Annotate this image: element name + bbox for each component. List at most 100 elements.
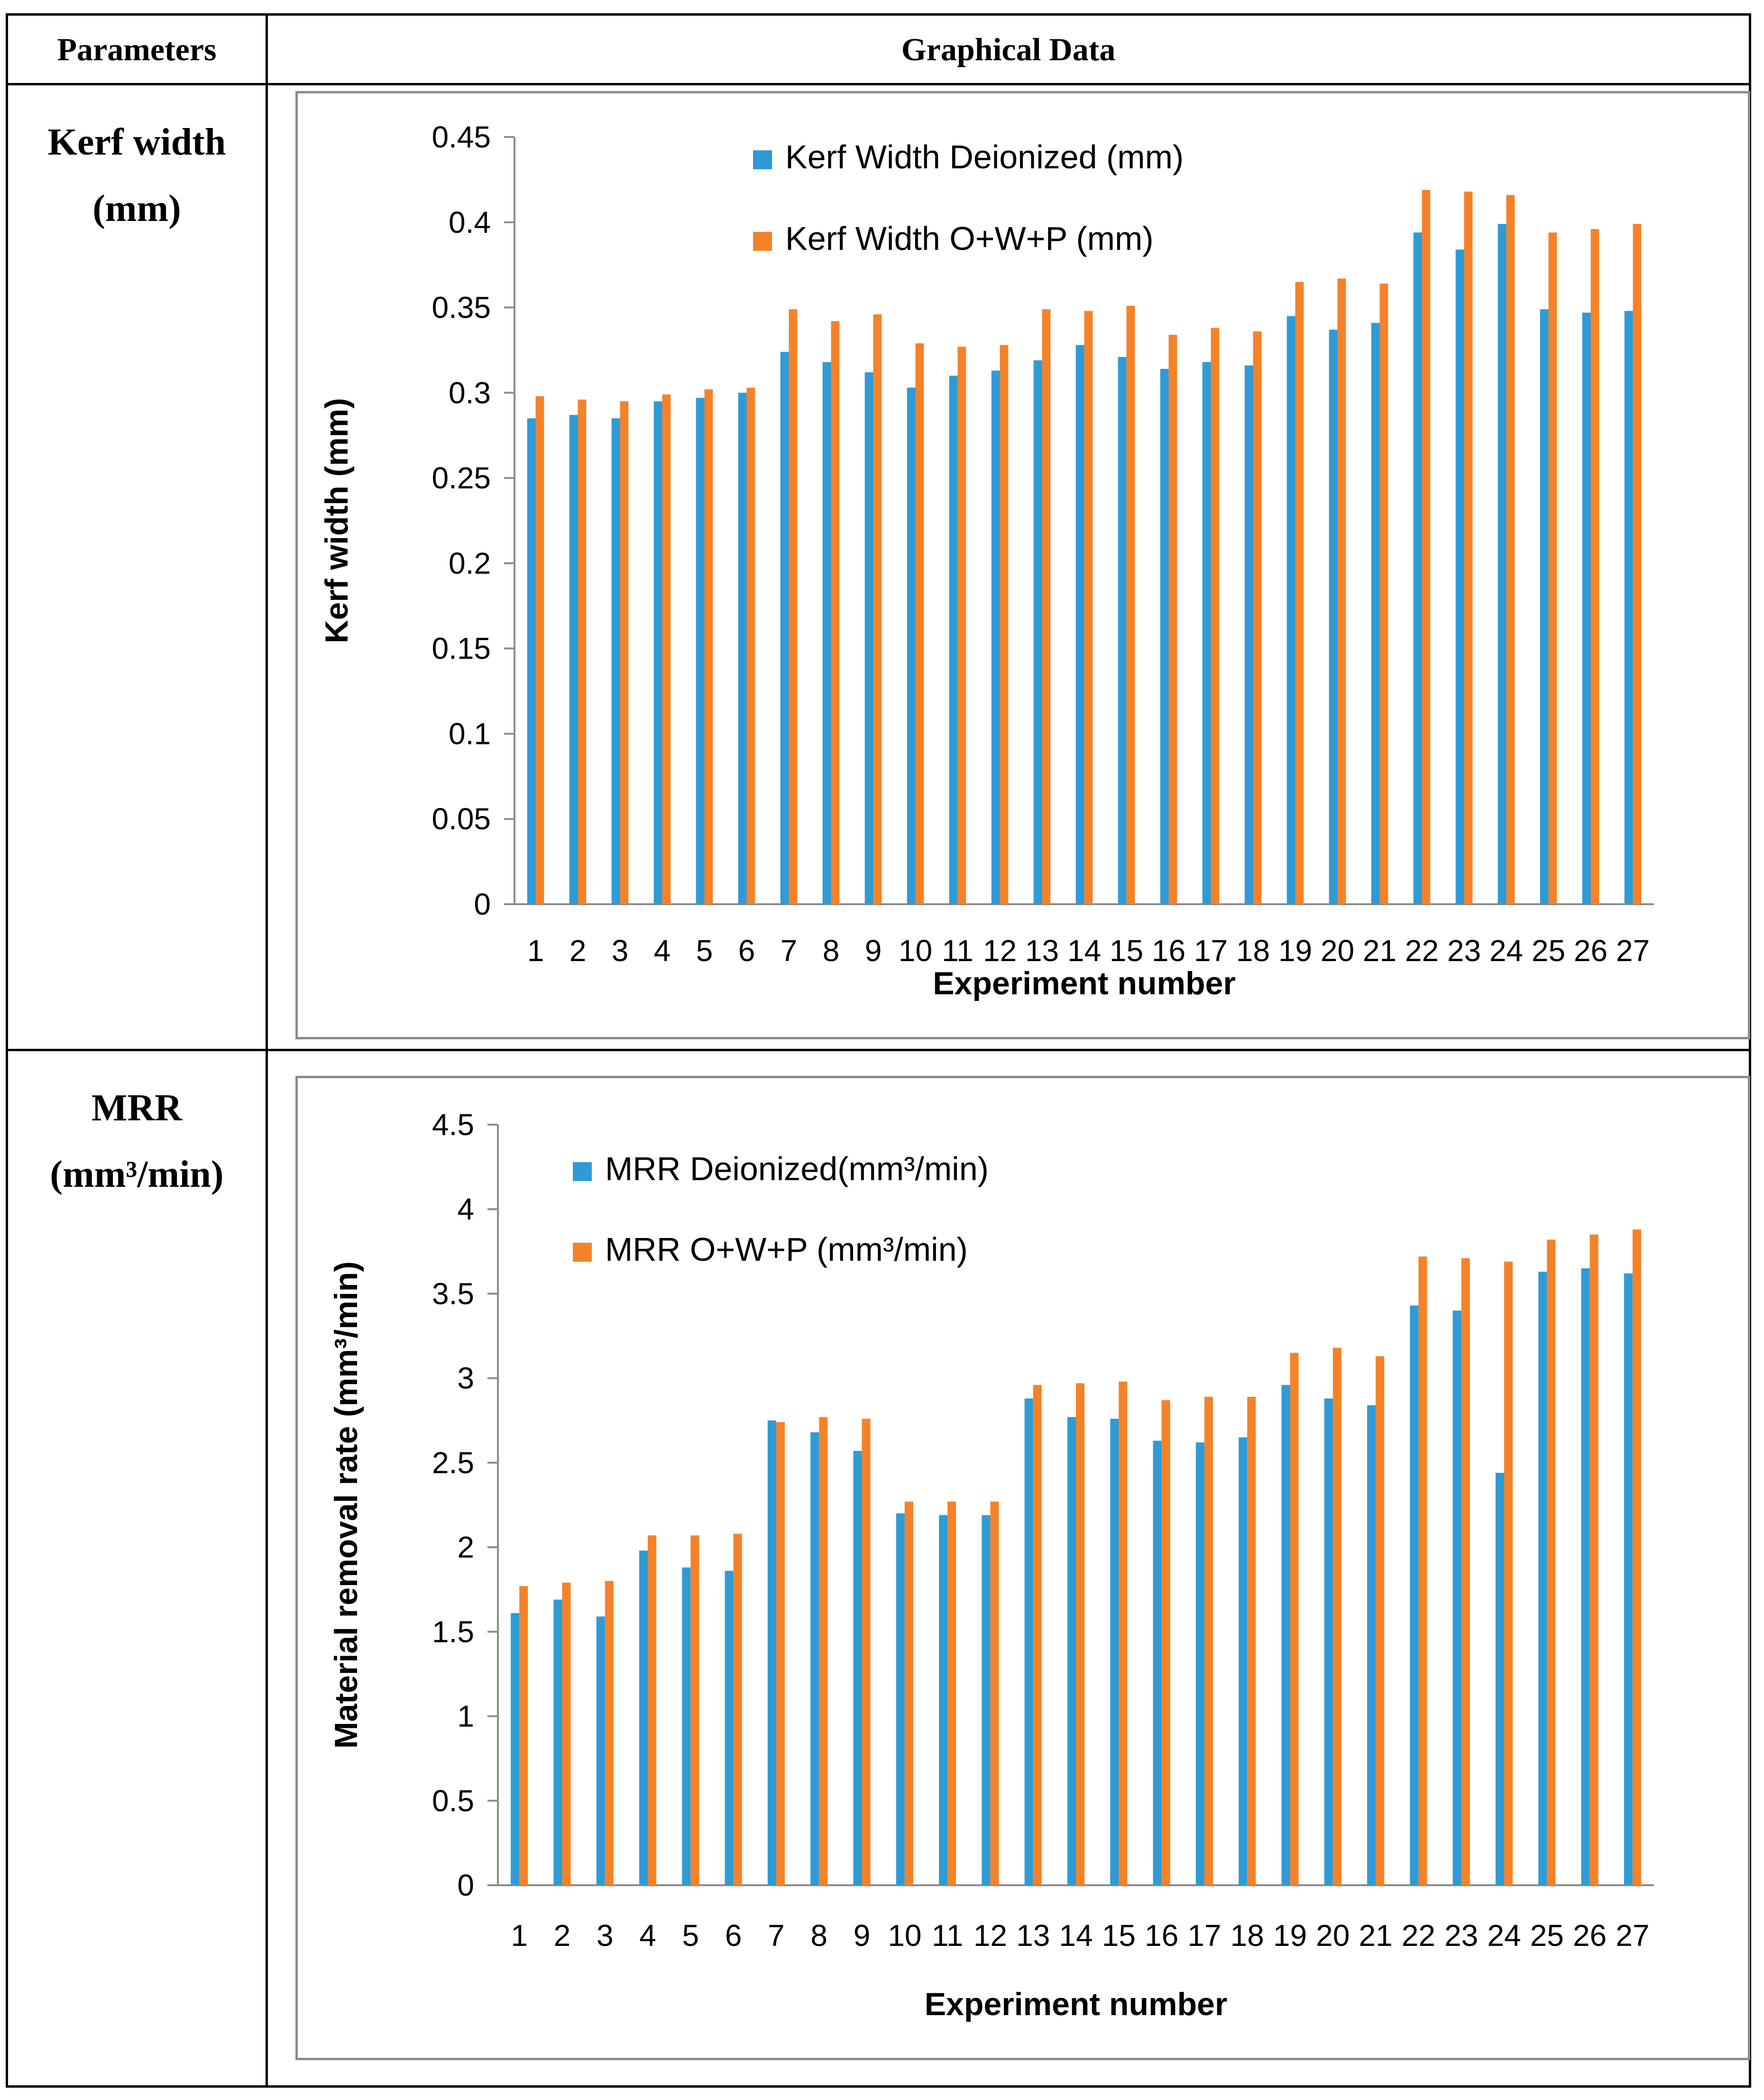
- y-tick-label: 0.15: [432, 632, 491, 666]
- x-tick-label: 12: [983, 934, 1017, 968]
- y-tick-label: 4.5: [432, 1108, 474, 1142]
- bar-owp: [1126, 305, 1135, 904]
- bar-deionized: [982, 1515, 991, 1885]
- bar-deionized: [1329, 330, 1338, 904]
- y-tick-label: 1.5: [432, 1614, 474, 1649]
- y-tick-label: 0.35: [432, 291, 491, 325]
- y-tick-label: 3: [457, 1361, 474, 1395]
- bar-deionized: [1033, 360, 1042, 904]
- x-tick-label: 17: [1187, 1918, 1221, 1953]
- x-tick-label: 24: [1487, 1918, 1521, 1953]
- x-axis-title: Experiment number: [925, 1986, 1228, 2022]
- x-tick-label: 3: [597, 1918, 614, 1953]
- bar-owp: [605, 1581, 614, 1885]
- y-tick-label: 0.45: [432, 120, 491, 154]
- x-tick-label: 19: [1278, 934, 1312, 968]
- table-header-row: Parameters Graphical Data: [6, 13, 1751, 85]
- param-cell-mrr: MRR (mm³/min): [6, 1049, 268, 2088]
- x-tick-label: 11: [932, 1918, 963, 1953]
- bar-deionized: [725, 1571, 734, 1885]
- bar-deionized: [1239, 1437, 1248, 1885]
- bar-owp: [1633, 224, 1642, 905]
- y-tick-label: 0.1: [449, 716, 491, 751]
- bar-deionized: [853, 1450, 862, 1885]
- x-tick-label: 27: [1616, 934, 1650, 968]
- x-tick-label: 15: [1110, 934, 1143, 968]
- x-tick-label: 1: [511, 1918, 528, 1953]
- bar-deionized: [1413, 232, 1422, 905]
- y-tick-label: 0: [474, 887, 491, 921]
- x-tick-label: 7: [768, 1918, 785, 1953]
- param-name: Kerf width: [47, 121, 226, 163]
- bar-owp: [957, 347, 966, 904]
- x-tick-label: 2: [570, 934, 587, 968]
- bar-deionized: [1452, 1311, 1461, 1885]
- bar-deionized: [991, 370, 1000, 905]
- y-tick-label: 0: [457, 1868, 474, 1902]
- chart-frame-kerf: 0 0.05 0.1 0.15 0.2 0.25 0.3 0.35 0.4 0.45 1 2 3 4 5 6 7…: [295, 91, 1750, 1039]
- y-tick-label: 0.5: [432, 1784, 474, 1818]
- bar-owp: [690, 1535, 699, 1885]
- bar-deionized: [907, 387, 916, 905]
- x-tick-label: 15: [1102, 1918, 1136, 1953]
- bar-deionized: [767, 1420, 776, 1885]
- bar-deionized: [611, 418, 620, 905]
- bar-owp: [519, 1586, 528, 1885]
- bar-deionized: [1367, 1405, 1376, 1885]
- bar-owp: [1464, 192, 1473, 904]
- bar-deionized: [553, 1599, 562, 1885]
- y-tick-label: 2.5: [432, 1446, 474, 1480]
- bar-owp: [1247, 1396, 1256, 1885]
- bar-owp: [648, 1535, 657, 1885]
- legend-swatch: [753, 150, 772, 169]
- bar-deionized: [1581, 1268, 1590, 1885]
- bar-owp: [1632, 1229, 1641, 1885]
- bar-owp: [1000, 345, 1009, 905]
- x-tick-label: 25: [1532, 934, 1565, 968]
- bar-owp: [904, 1501, 913, 1885]
- x-tick-label: 10: [899, 934, 932, 968]
- x-tick-label: 8: [810, 1918, 827, 1953]
- bar-deionized: [1324, 1398, 1333, 1885]
- y-tick-label: 1: [457, 1699, 474, 1733]
- x-tick-label: 22: [1405, 934, 1439, 968]
- bar-owp: [1295, 282, 1304, 904]
- bar-owp: [1548, 232, 1557, 905]
- y-axis-title: Kerf width (mm): [319, 398, 355, 643]
- bar-owp: [1033, 1385, 1042, 1885]
- x-tick-label: 14: [1059, 1918, 1093, 1953]
- x-tick-label: 9: [854, 1918, 871, 1953]
- x-tick-label: 16: [1145, 1918, 1178, 1953]
- bar-deionized: [738, 393, 747, 905]
- bar-owp: [1461, 1258, 1470, 1885]
- bar-owp: [1042, 309, 1051, 904]
- bar-deionized: [939, 1515, 948, 1885]
- bar-owp: [819, 1417, 828, 1885]
- x-tick-label: 21: [1359, 1918, 1392, 1953]
- x-tick-label: 11: [942, 934, 973, 968]
- bar-owp: [776, 1422, 785, 1885]
- bar-owp: [1204, 1396, 1213, 1885]
- bar-deionized: [1195, 1442, 1204, 1885]
- x-tick-label: 26: [1574, 934, 1608, 968]
- x-tick-label: 26: [1573, 1918, 1607, 1953]
- bar-owp: [862, 1419, 871, 1885]
- bar-deionized: [682, 1567, 691, 1885]
- x-tick-label: 25: [1530, 1918, 1564, 1953]
- x-tick-label: 16: [1152, 934, 1185, 968]
- bar-deionized: [1067, 1417, 1076, 1885]
- bar-deionized: [596, 1616, 605, 1885]
- bar-owp: [947, 1501, 956, 1885]
- x-tick-label: 14: [1067, 934, 1101, 968]
- chart-frame-mrr: 0 0.5 1 1.5 2 2.5 3 3.5 4 4.5 1 2 3 4 5 6 7 8 9 10 11 12 13 14 1…: [295, 1076, 1750, 2060]
- legend-swatch: [573, 1243, 592, 1262]
- bar-deionized: [511, 1613, 520, 1885]
- bar-owp: [1376, 1356, 1385, 1885]
- bar-owp: [1332, 1348, 1341, 1885]
- legend-swatch: [573, 1162, 592, 1181]
- bar-owp: [1161, 1400, 1170, 1885]
- chart-cell-mrr: 0 0.5 1 1.5 2 2.5 3 3.5 4 4.5 1 2 3 4 5 6 7 8 9 10 11 12 13 14 1…: [266, 1049, 1751, 2088]
- bar-deionized: [1540, 309, 1549, 904]
- bar-owp: [620, 401, 629, 905]
- bar-deionized: [1160, 368, 1169, 904]
